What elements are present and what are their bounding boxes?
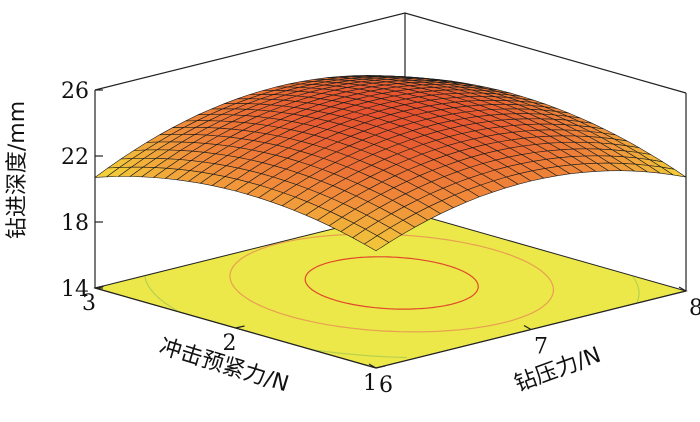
x-tick-mark [523, 324, 532, 331]
z-tick-label: 18 [61, 211, 89, 236]
y-tick-label: 3 [82, 291, 96, 316]
z-tick-label: 22 [61, 145, 89, 170]
z-axis-label: 钻进深度/mm [5, 101, 30, 239]
z-tick-label: 14 [61, 277, 89, 302]
x-tick-mark [368, 363, 377, 369]
axis-box-front [94, 89, 687, 369]
floor-contour-line [313, 349, 407, 359]
x-tick-label: 7 [534, 335, 548, 360]
y-tick-mark [375, 365, 386, 369]
x-tick-label: 6 [379, 373, 393, 398]
y-tick-mark [235, 325, 245, 329]
y-tick-label: 1 [363, 371, 377, 396]
x-tick-label: 8 [689, 296, 700, 321]
floor-contour-line [304, 256, 479, 310]
surface-cell [363, 235, 390, 252]
response-surface [94, 75, 687, 252]
floor-contour-line [144, 276, 180, 313]
x-axis-label: 钻压力/N [511, 343, 604, 397]
floor-contour-line [632, 276, 640, 304]
z-tick-label: 26 [61, 79, 89, 104]
y-tick-label: 2 [223, 331, 237, 356]
x-tick-mark [678, 286, 687, 292]
y-tick-mark [94, 285, 105, 289]
